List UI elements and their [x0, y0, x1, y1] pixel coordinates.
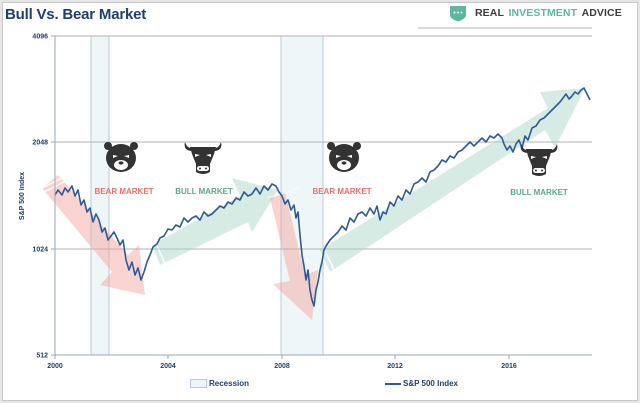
legend-sp500: S&P 500 Index: [385, 379, 458, 388]
recession-bands: [90, 35, 324, 356]
legend-recession-label: Recession: [209, 379, 250, 388]
sp500-swatch: [385, 382, 401, 385]
x-tick-2000: 2000: [47, 363, 63, 370]
bull-market-label-2: BULL MARKET: [510, 188, 568, 197]
brand-word-investment: INVESTMENT: [508, 7, 578, 19]
recession-swatch: [190, 379, 207, 388]
bear-arrow-1: [37, 173, 145, 295]
bull-icon: [184, 142, 222, 174]
brand-word-advice: ADVICE: [581, 7, 622, 19]
brand-logo: REAL INVESTMENT ADVICE: [449, 4, 622, 22]
chart-title: Bull Vs. Bear Market: [5, 6, 147, 23]
legend-recession: Recession: [190, 379, 249, 388]
bear-market-label-1: BEAR MARKET: [94, 187, 153, 196]
bull-icon-2: [520, 144, 558, 176]
y-tick-4096: 4096: [32, 34, 48, 41]
legend-sp500-label: S&P 500 Index: [403, 379, 458, 388]
y-tick-2048: 2048: [32, 140, 48, 147]
bear-arrow-2: [267, 187, 318, 320]
x-tick-2008: 2008: [274, 363, 290, 370]
bear-icon: [104, 142, 138, 172]
y-axis-label: S&P 500 Index: [19, 172, 26, 220]
bull-arrow-2: [319, 88, 585, 276]
bull-market-label-1: BULL MARKET: [175, 187, 233, 196]
y-tick-512: 512: [36, 353, 48, 360]
y-tick-1024: 1024: [32, 247, 48, 254]
brand-word-real: REAL: [475, 7, 504, 19]
x-tick-2016: 2016: [501, 363, 517, 370]
shield-chat-icon: [450, 5, 466, 21]
sp500-line: [54, 87, 591, 307]
x-tick-2012: 2012: [387, 363, 403, 370]
bear-market-label-2: BEAR MARKET: [312, 187, 371, 196]
y-ticks: 4096 2048 1024 512: [32, 34, 55, 360]
bear-icon-2: [327, 142, 361, 172]
recession-band-2008: [280, 35, 324, 356]
x-tick-2004: 2004: [160, 363, 176, 370]
x-ticks: 2000 2004 2008 2012 2016: [47, 355, 517, 370]
